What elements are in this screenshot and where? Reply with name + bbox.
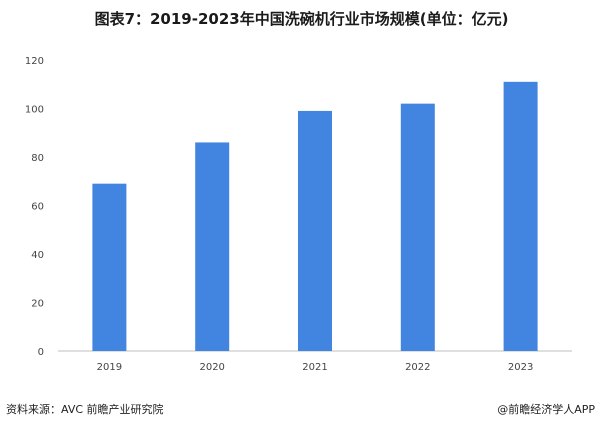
- x-tick-label: 2022: [405, 362, 430, 373]
- credit-note: @前瞻经济学人APP: [497, 403, 595, 416]
- y-tick-label: 80: [31, 153, 44, 164]
- bar-2019: [92, 183, 127, 351]
- bar-2020: [195, 142, 230, 351]
- bar-2022: [400, 103, 435, 352]
- x-tick-label: 2021: [302, 362, 327, 373]
- x-axis-ticks: 2019 2020 2021 2022 2023: [97, 362, 534, 373]
- y-tick-label: 20: [31, 299, 44, 310]
- bars: [92, 81, 538, 352]
- y-axis-ticks: 0 20 40 60 80 100 120: [25, 56, 44, 358]
- y-tick-label: 40: [31, 250, 44, 261]
- y-tick-label: 0: [38, 347, 44, 358]
- y-tick-label: 60: [31, 202, 44, 213]
- bar-chart: 0 20 40 60 80 100 120 2019 2020 2021 2022 2023: [25, 56, 572, 373]
- x-tick-label: 2019: [97, 362, 122, 373]
- bar-2023: [503, 81, 538, 351]
- y-tick-label: 100: [25, 105, 44, 116]
- source-note: 资料来源：AVC 前瞻产业研究院: [6, 403, 164, 416]
- chart-title: 图表7：2019-2023年中国洗碗机行业市场规模(单位：亿元): [94, 10, 509, 28]
- bar-2021: [298, 110, 332, 351]
- x-tick-label: 2020: [199, 362, 224, 373]
- x-tick-label: 2023: [508, 362, 533, 373]
- y-tick-label: 120: [25, 56, 44, 67]
